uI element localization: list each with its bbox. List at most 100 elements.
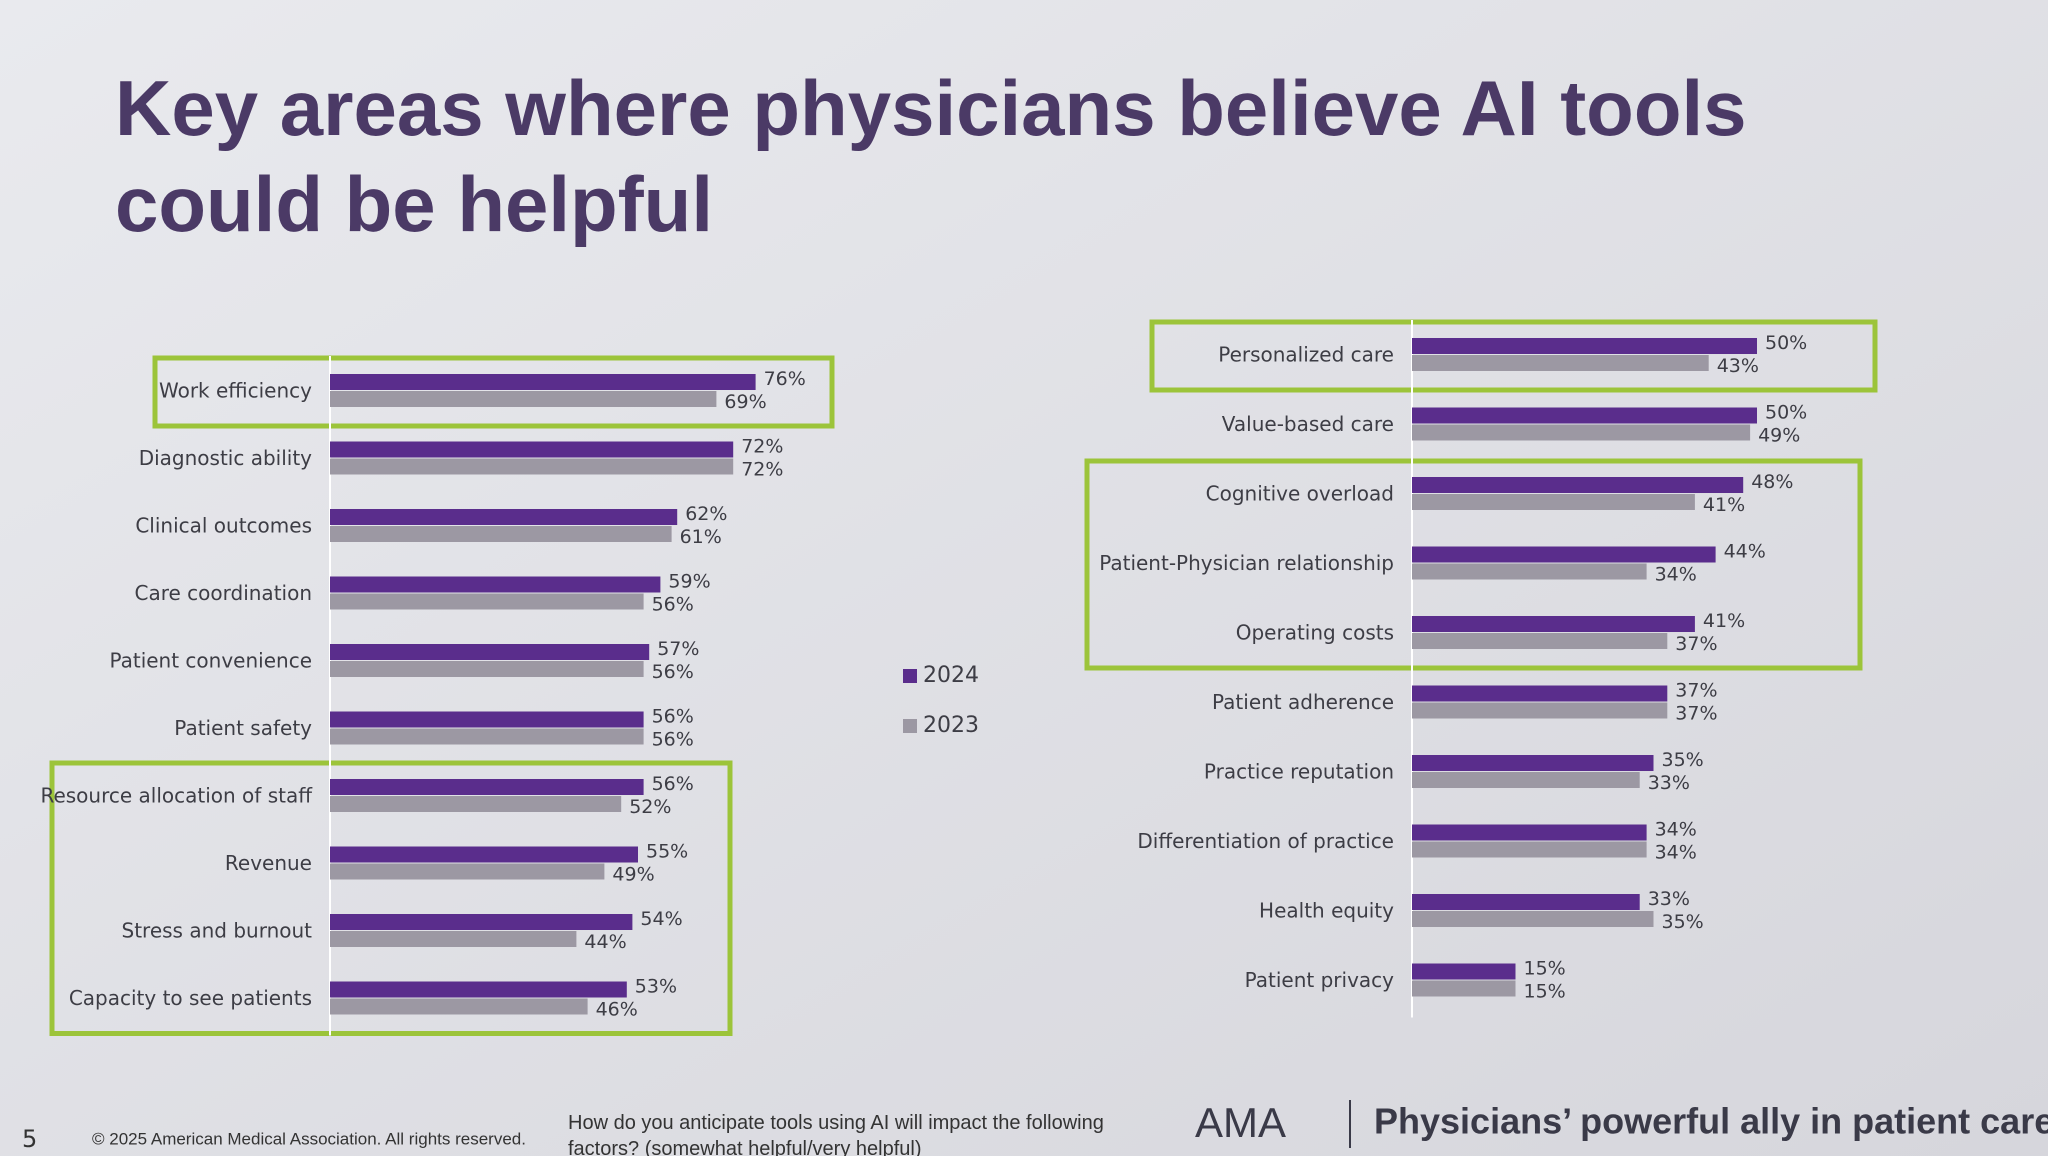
value-label: 57% [657, 638, 699, 660]
highlight-box [49, 760, 733, 1036]
category-label: Patient privacy [1245, 968, 1395, 992]
value-label: 44% [1724, 541, 1766, 563]
question: How do you anticipate tools using AI wil… [568, 1112, 1104, 1156]
category-label: Health equity [1259, 899, 1394, 923]
bar [330, 661, 644, 677]
category-label: Operating costs [1236, 621, 1394, 645]
chart-title: Key areas where physicians believe AI to… [115, 64, 1747, 248]
bar [1412, 980, 1516, 997]
value-label: 48% [1751, 471, 1793, 493]
bar [1412, 755, 1654, 771]
category-label: Patient-Physician relationship [1099, 551, 1394, 575]
value-label: 35% [1662, 911, 1704, 933]
category-label: Stress and burnout [122, 919, 313, 943]
value-label: 34% [1655, 819, 1697, 841]
bar [330, 779, 644, 795]
value-label: 54% [640, 908, 682, 930]
category-label: Differentiation of practice [1137, 829, 1394, 853]
bar [330, 711, 644, 728]
category-label: Resource allocation of staff [40, 784, 313, 808]
legend-swatch [903, 719, 917, 733]
page-number: 5 [22, 1125, 37, 1153]
value-label: 50% [1765, 332, 1807, 354]
value-label: 34% [1655, 564, 1697, 586]
category-label: Work efficiency [159, 379, 312, 403]
bar [330, 458, 734, 475]
bar [1412, 841, 1647, 858]
value-label: 72% [741, 459, 783, 481]
bar [330, 526, 672, 542]
value-label: 61% [680, 526, 722, 548]
value-label: 37% [1675, 633, 1717, 655]
bar [1412, 477, 1744, 493]
value-label: 49% [1758, 425, 1800, 447]
value-label: 62% [685, 503, 727, 525]
category-label: Patient adherence [1212, 690, 1394, 714]
value-label: 56% [652, 661, 694, 683]
bar [330, 846, 638, 863]
category-label: Diagnostic ability [139, 446, 312, 470]
value-label: 34% [1655, 842, 1697, 864]
legend-swatch [903, 669, 917, 683]
bar [330, 374, 756, 390]
bar [1412, 338, 1757, 354]
bar [330, 391, 717, 407]
tagline: Physicians’ powerful ally in patient car… [1374, 1101, 2048, 1142]
title-box: Key areas where physicians believe AI to… [115, 64, 1747, 248]
value-label: 41% [1703, 610, 1745, 632]
bar [330, 981, 627, 998]
value-label: 33% [1648, 772, 1690, 794]
bar [1412, 494, 1695, 510]
bar [1412, 911, 1654, 927]
bar [330, 796, 622, 812]
bar [330, 593, 644, 610]
bar [330, 914, 633, 930]
value-label: 69% [724, 391, 766, 413]
highlight-box [1084, 458, 1863, 671]
category-label: Care coordination [135, 581, 313, 605]
copyright: © 2025 American Medical Association. All… [92, 1129, 526, 1148]
bar [330, 644, 650, 660]
value-label: 56% [652, 706, 694, 728]
value-label: 15% [1524, 981, 1566, 1003]
bar [330, 728, 644, 745]
bar [1412, 616, 1695, 632]
category-label: Revenue [225, 851, 312, 875]
bar [1412, 355, 1709, 371]
bar [1412, 702, 1668, 719]
value-label: 37% [1675, 680, 1717, 702]
value-label: 37% [1675, 703, 1717, 725]
logo: AMA [1195, 1099, 1286, 1146]
value-label: 33% [1648, 888, 1690, 910]
category-label: Value-based care [1222, 412, 1394, 436]
value-label: 56% [652, 729, 694, 751]
value-label: 56% [652, 594, 694, 616]
bar [1412, 424, 1751, 441]
bar [1412, 824, 1647, 841]
value-label: 76% [764, 368, 806, 390]
category-label: Patient convenience [109, 649, 312, 673]
category-label: Capacity to see patients [69, 986, 312, 1010]
highlight-box [152, 355, 835, 429]
bar [1412, 563, 1647, 580]
question-box: How do you anticipate tools using AI wil… [568, 1112, 1104, 1156]
value-label: 46% [596, 999, 638, 1021]
bar [330, 998, 588, 1015]
value-label: 55% [646, 841, 688, 863]
bar [1412, 894, 1640, 910]
bar [330, 576, 661, 593]
category-label: Clinical outcomes [135, 514, 312, 538]
legend-label: 2024 [923, 663, 979, 688]
highlight-box [1149, 319, 1878, 393]
value-label: 59% [668, 571, 710, 593]
value-label: 50% [1765, 402, 1807, 424]
bar [330, 509, 678, 525]
bar [1412, 546, 1716, 563]
value-label: 52% [629, 796, 671, 818]
bar [330, 931, 577, 947]
value-label: 41% [1703, 494, 1745, 516]
value-label: 44% [584, 931, 626, 953]
value-label: 53% [635, 976, 677, 998]
